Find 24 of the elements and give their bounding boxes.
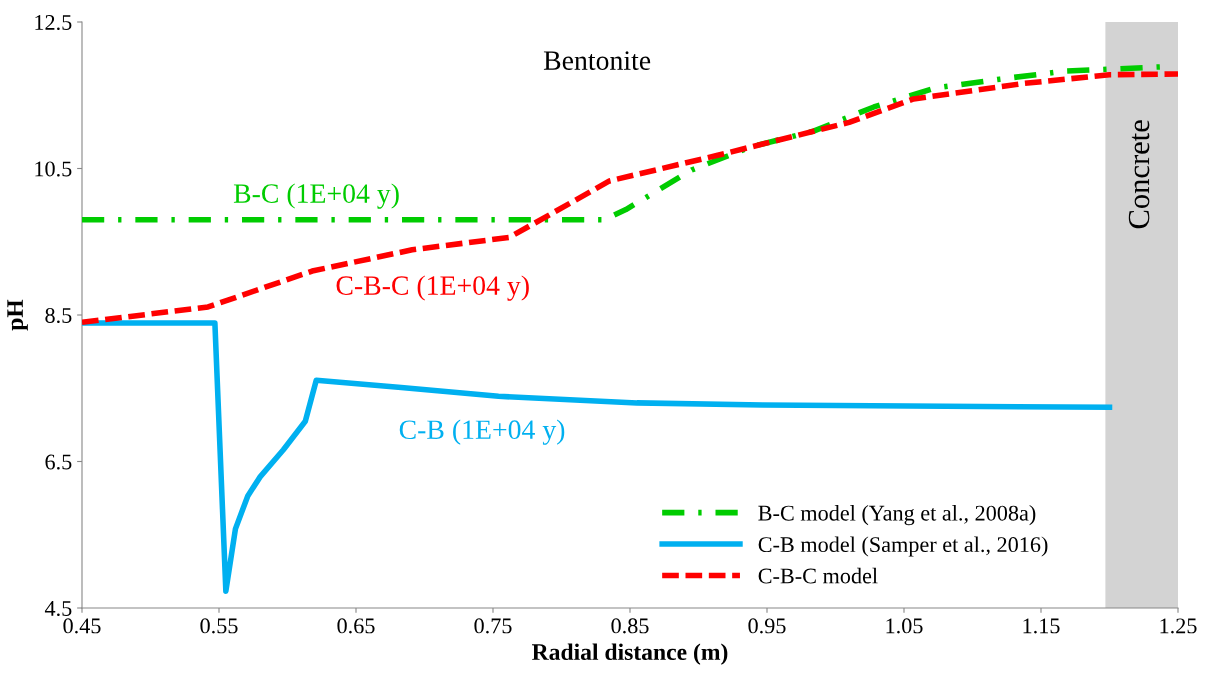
- x-tick-label: 1.05: [886, 618, 923, 634]
- y-tick-label: 8.5: [45, 307, 72, 324]
- x-tick-label: 0.95: [748, 618, 786, 634]
- annotation: C-B (1E+04 y): [399, 419, 565, 445]
- x-tick-label: 0.65: [337, 618, 375, 634]
- y-tick-label: 6.5: [45, 454, 72, 470]
- annotation: B-C (1E+04 y): [233, 183, 399, 209]
- y-tick-label: 12.5: [35, 14, 72, 31]
- x-tick-label: 0.85: [611, 618, 649, 634]
- x-axis-title: Radial distance (m): [532, 643, 728, 665]
- legend-label: C-B model (Samper et al., 2016): [758, 536, 1048, 557]
- annotation: Bentonite: [543, 51, 651, 70]
- x-tick-label: 1.25: [1160, 618, 1197, 634]
- x-tick-label: 0.55: [200, 618, 238, 634]
- x-tick-label: 1.15: [1023, 618, 1060, 634]
- y-tick-label: 4.5: [44, 601, 72, 617]
- legend-label: B-C model (Yang et al., 2008a): [758, 504, 1036, 526]
- y-tick-label: 10.5: [35, 161, 72, 177]
- y-axis-title: pH: [7, 299, 28, 331]
- legend-label: C-B-C model: [758, 567, 878, 584]
- x-tick-label: 0.75: [474, 618, 512, 634]
- band-label: Concrete: [1128, 120, 1150, 229]
- x-tick-label: 0.45: [63, 618, 101, 634]
- annotation: C-B-C (1E+04 y): [336, 275, 529, 301]
